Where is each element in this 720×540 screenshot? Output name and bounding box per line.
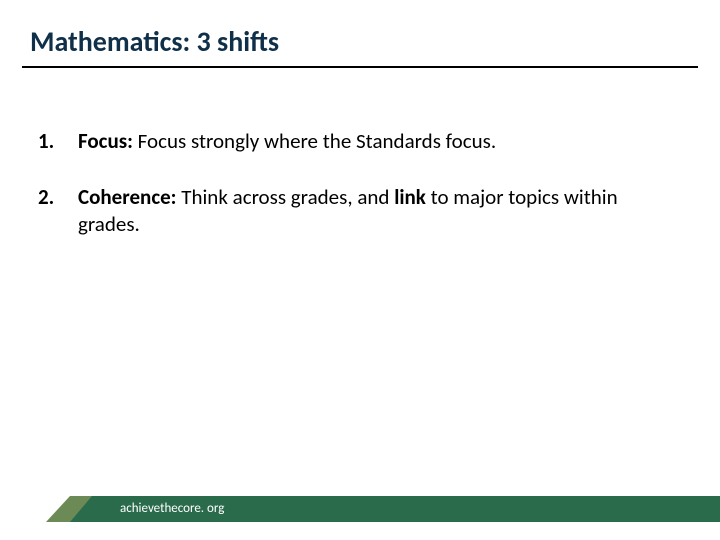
list-text: Focus strongly where the Standards focus… [133,128,496,154]
footer-accent-icon [46,496,70,522]
list-text-bold: link [394,184,426,210]
footer: achievethecore. org [0,496,720,522]
list-number: 1. [38,128,78,154]
content-list: 1. Focus: Focus strongly where the Stand… [38,128,678,267]
list-text: Think across grades, and [176,184,394,210]
slide: Mathematics: 3 shifts 1. Focus: Focus st… [0,0,720,540]
list-lead: Coherence: [78,184,176,210]
list-lead: Focus: [78,128,133,154]
footer-link-text: achievethecore. org [120,496,224,522]
list-item: 1. Focus: Focus strongly where the Stand… [38,128,678,154]
list-body: Coherence: Think across grades, and link… [78,184,678,237]
title-divider [22,66,698,68]
list-number: 2. [38,184,78,210]
page-title: Mathematics: 3 shifts [30,24,279,59]
list-item: 2. Coherence: Think across grades, and l… [38,184,678,237]
footer-accent-icon [70,496,92,522]
list-body: Focus: Focus strongly where the Standard… [78,128,678,154]
